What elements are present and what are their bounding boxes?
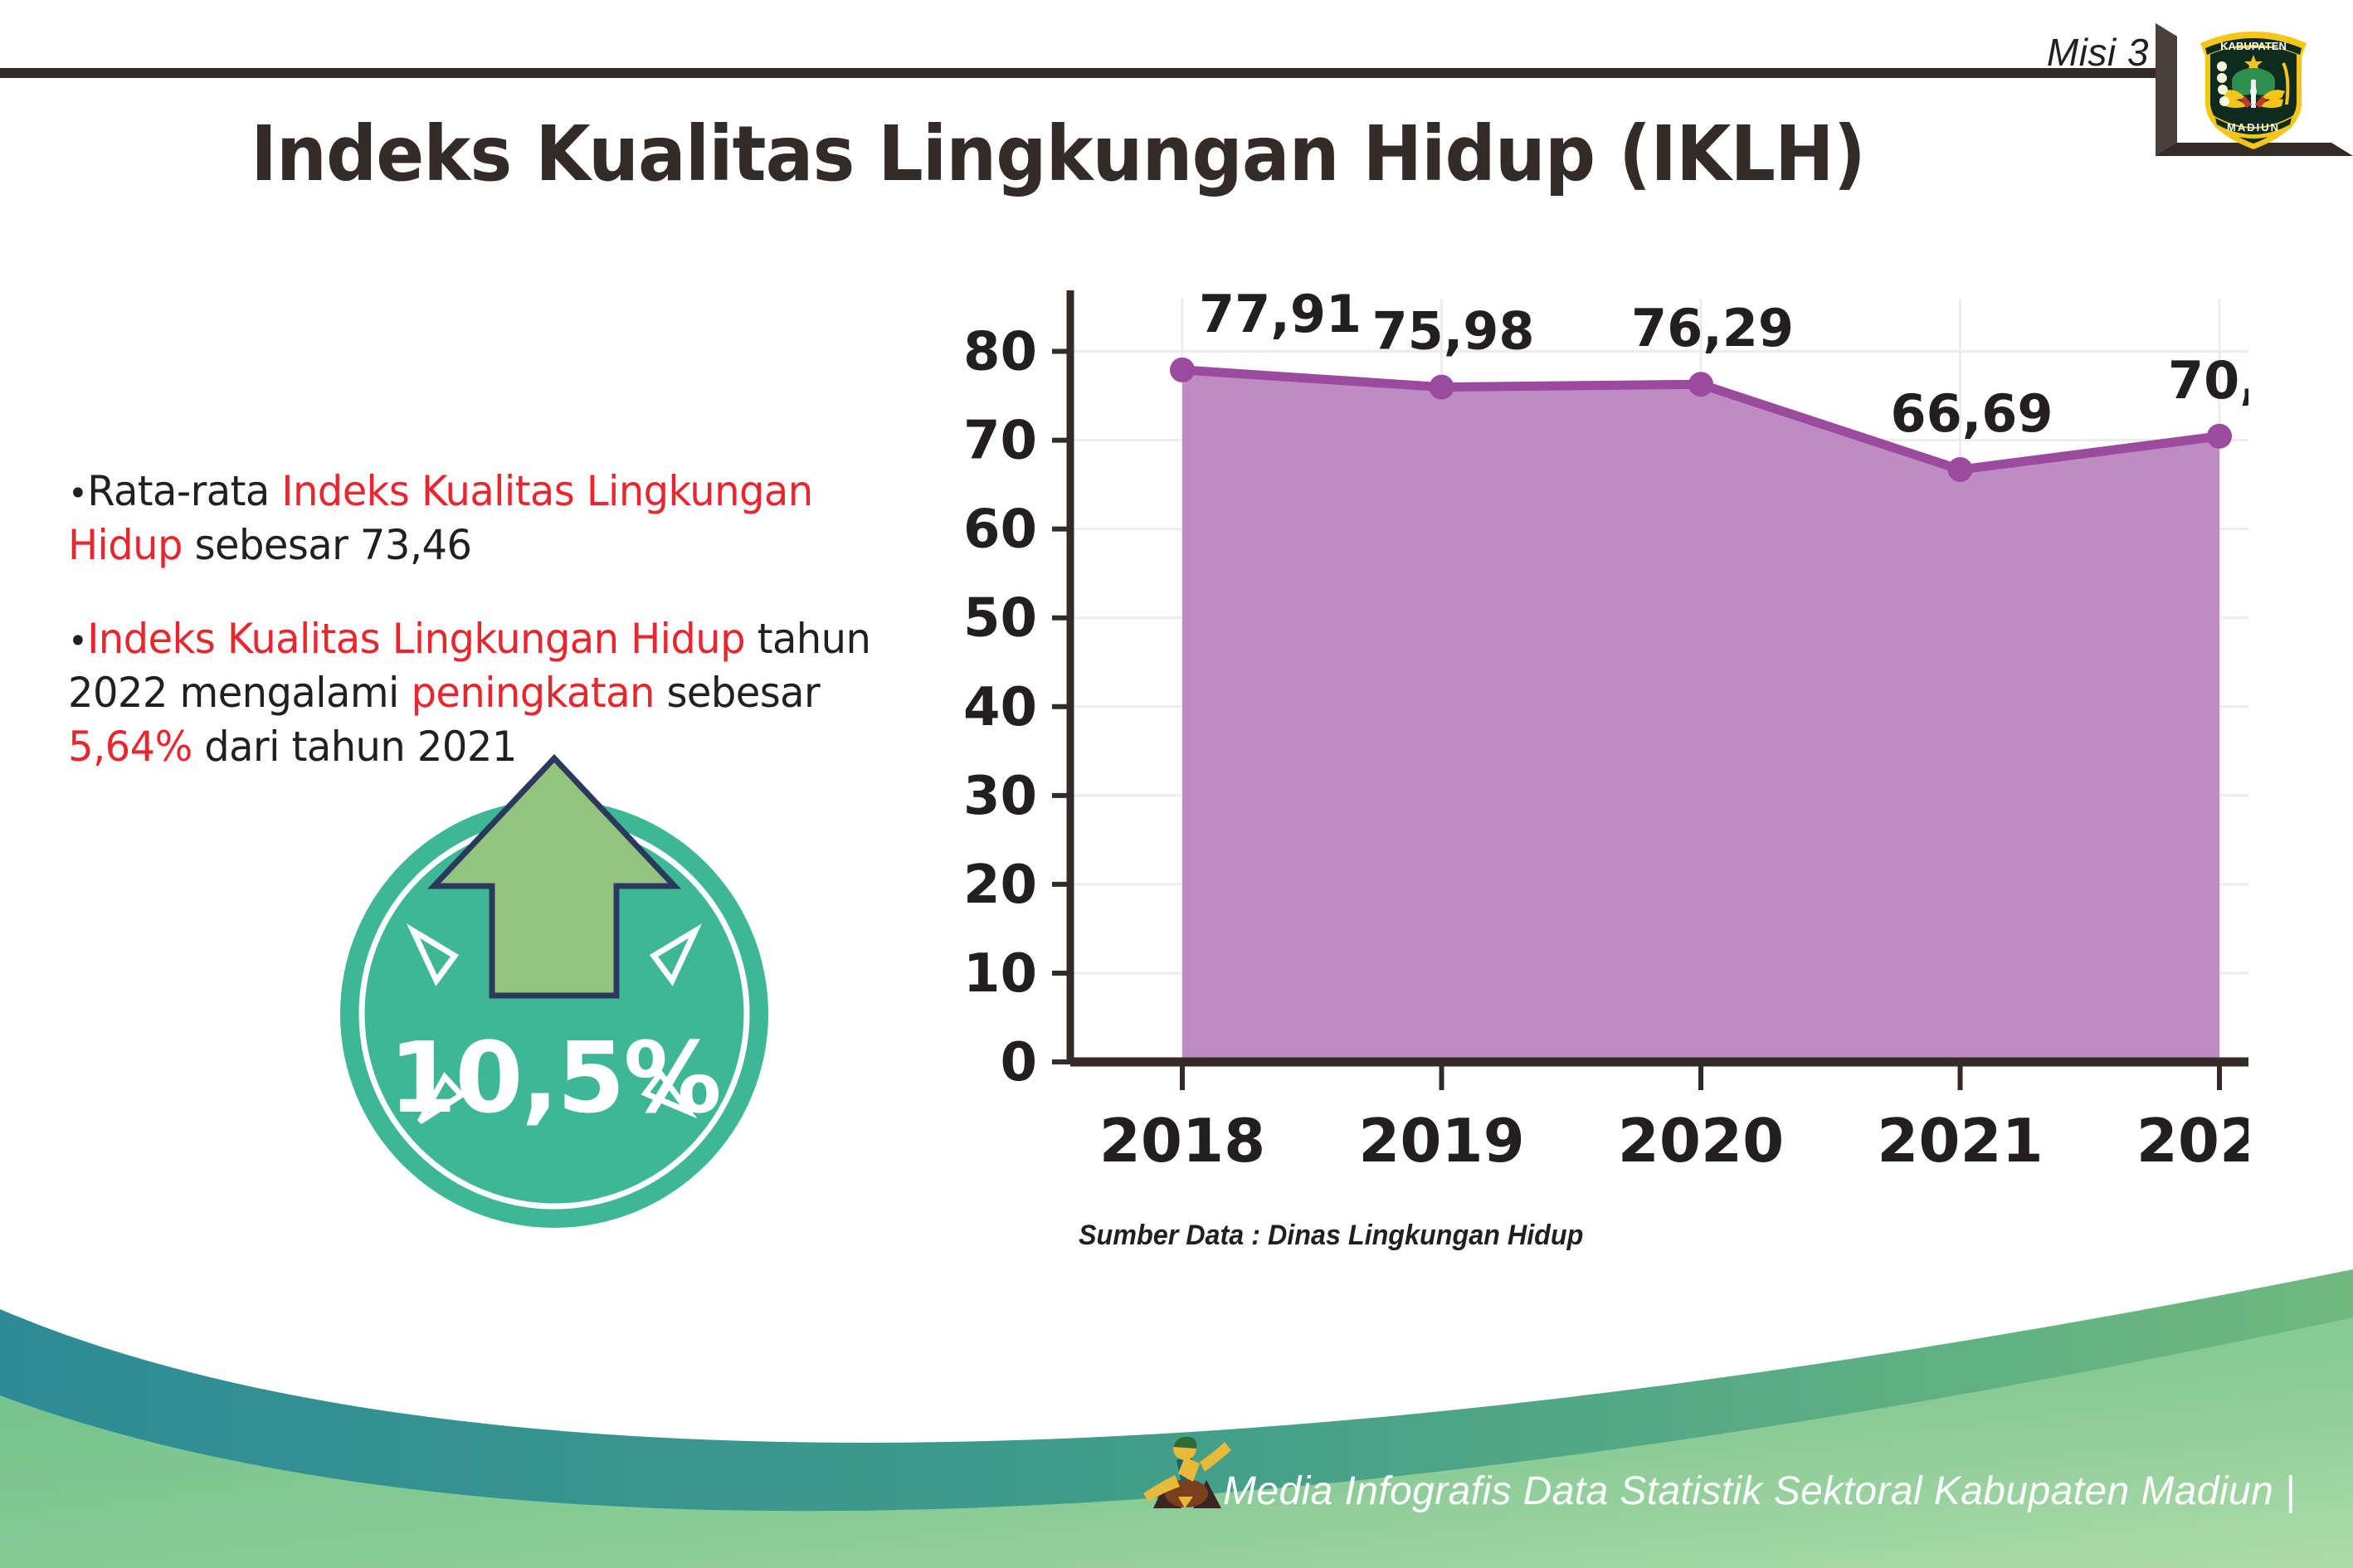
y-tick-label: 50 [963, 588, 1037, 650]
mission-label: Misi 3 [2046, 31, 2149, 74]
insight-2-text-c: dari tahun 2021 [192, 723, 517, 771]
up-arrow-icon [426, 753, 682, 999]
y-tick-label: 0 [1000, 1032, 1037, 1093]
page-title: Indeks Kualitas Lingkungan Hidup (IKLH) [251, 110, 1866, 198]
footer-wave [0, 1269, 2353, 1568]
bullet-marker: • [68, 473, 88, 514]
insight-2-highlight-c: 5,64% [68, 723, 192, 771]
y-tick-label: 60 [963, 499, 1037, 561]
x-tick-label: 2018 [1099, 1106, 1265, 1176]
x-tick-label: 2021 [1877, 1106, 2043, 1176]
insight-bullet-2: •Indeks Kualitas Lingkungan Hidup tahun … [68, 612, 896, 774]
kabupaten-madiun-emblem-icon: KABUPATEN MADIUN [2200, 32, 2307, 149]
area-fill [1182, 369, 2219, 1062]
y-tick-label: 30 [963, 766, 1037, 827]
dancer-figure-logo-icon [1143, 1436, 1231, 1508]
badge-tick-br [641, 1069, 698, 1119]
insight-bullet-1: •Rata-rata Indeks Kualitas Lingkungan Hi… [68, 465, 896, 572]
x-tick-label: 2022 [2136, 1106, 2248, 1176]
data-label: 75,98 [1371, 301, 1534, 362]
badge-tick-bl [417, 1072, 466, 1124]
insight-1-text-a: Rata-rata [87, 467, 282, 515]
badge-tick-tl [406, 923, 460, 986]
badge-circle [340, 800, 768, 1228]
footer-wave-bottom [0, 1317, 2353, 1568]
data-label: 76,29 [1631, 298, 1794, 358]
insight-1-text-b: sebesar 73,46 [182, 521, 472, 569]
y-tick-label: 10 [963, 943, 1037, 1005]
badge-tick-tr [649, 923, 703, 986]
data-point-marker [1429, 374, 1454, 400]
data-point-marker [1688, 372, 1713, 397]
header-rule [0, 68, 2161, 78]
x-tick-label: 2020 [1618, 1106, 1784, 1176]
x-tick-label: 2019 [1358, 1106, 1524, 1176]
header-bracket [2156, 23, 2353, 156]
data-point-marker [2207, 423, 2232, 449]
source-note: Sumber Data : Dinas Lingkungan Hidup [1079, 1220, 1584, 1251]
data-label: 77,91 [1199, 284, 1362, 344]
insight-2-highlight-b: peningkatan [411, 669, 655, 717]
insight-2-highlight-a: Indeks Kualitas Lingkungan Hidup [87, 615, 746, 663]
data-label: 66,69 [1890, 383, 2053, 444]
insights-column: •Rata-rata Indeks Kualitas Lingkungan Hi… [68, 465, 931, 814]
growth-badge-graphic [340, 753, 768, 1228]
bullet-marker: • [68, 621, 88, 662]
growth-badge: 10,5% [330, 747, 778, 1236]
y-tick-label: 80 [963, 322, 1037, 383]
emblem-top-text: KABUPATEN [2220, 40, 2287, 52]
insight-2-text-b: sebesar [654, 669, 821, 717]
badge-percent-label: 10,5% [388, 1020, 721, 1135]
insight-2-text-a: tahun 2022 mengalami [68, 615, 871, 717]
insight-1-highlight: Indeks Kualitas Lingkungan Hidup [68, 467, 813, 569]
y-tick-label: 20 [963, 855, 1037, 916]
y-tick-label: 40 [963, 677, 1037, 738]
data-point-marker [1170, 357, 1195, 382]
data-label: 70,45 [2168, 350, 2248, 411]
y-tick-label: 70 [963, 411, 1037, 472]
emblem-bottom-text: MADIUN [2227, 121, 2280, 134]
data-point-marker [1947, 457, 1973, 483]
footer-caption: Media Infografis Data Statistik Sektoral… [1223, 1469, 2296, 1513]
